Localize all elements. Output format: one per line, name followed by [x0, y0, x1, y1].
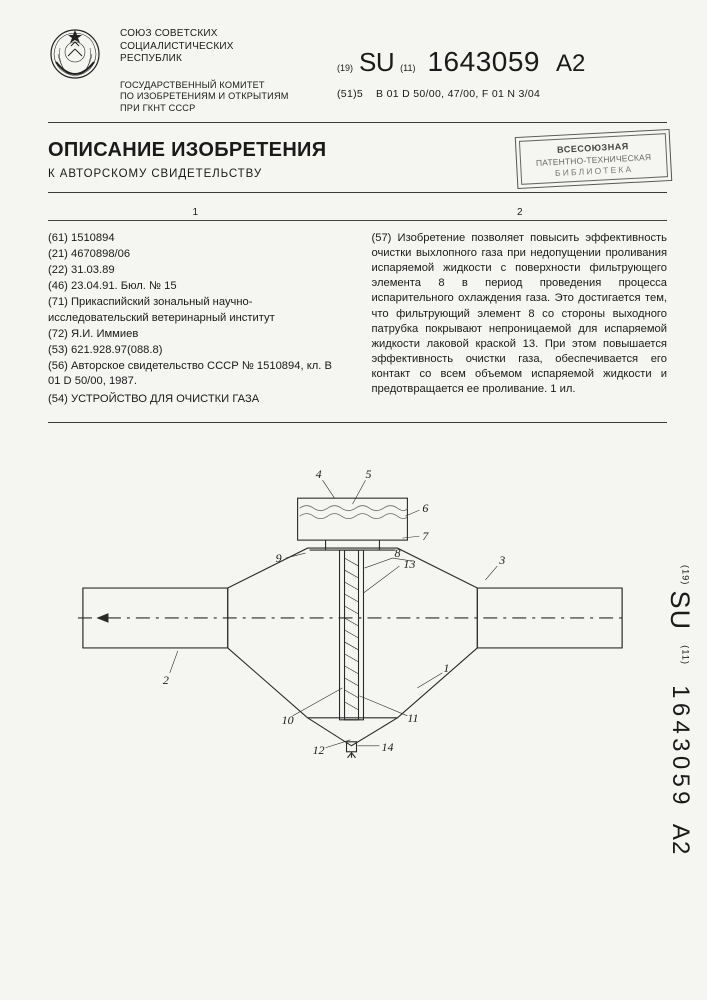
library-stamp: ВСЕСОЮЗНАЯ ПАТЕНТНО-ТЕХНИЧЕСКАЯ БИБЛИОТЕ…	[515, 129, 673, 189]
document-subtitle: К АВТОРСКОМУ СВИДЕТЕЛЬСТВУ	[48, 168, 326, 180]
column-2-abstract: (57) Изобретение позволяет повысить эффе…	[372, 231, 668, 408]
side-su: SU	[665, 590, 695, 630]
fig-label-5: 5	[365, 467, 371, 481]
field-53: (53) 621.928.97(088.8)	[48, 343, 344, 358]
issuer-l3: РЕСПУБЛИК	[120, 53, 289, 66]
field-56: (56) Авторское свидетельство СССР № 1510…	[48, 359, 344, 389]
figure: 1 2 3 4 5 6 7 8 9 10 11 12 13 14	[48, 458, 667, 758]
field-21: (21) 4670898/06	[48, 247, 344, 262]
fig-label-1: 1	[443, 661, 449, 675]
column-rule	[48, 220, 667, 221]
committee-l2: ПО ИЗОБРЕТЕНИЯМ И ОТКРЫТИЯМ	[120, 91, 289, 103]
side-num: 1643059	[667, 685, 694, 809]
fig-label-9: 9	[276, 551, 282, 565]
country-code: SU	[359, 47, 394, 78]
content-columns: (61) 1510894 (21) 4670898/06 (22) 31.03.…	[48, 231, 667, 408]
issuer-l1: СОЮЗ СОВЕТСКИХ	[120, 28, 289, 41]
column-numbers: 1 2	[48, 207, 667, 218]
fig-label-3: 3	[498, 553, 505, 567]
committee-l1: ГОСУДАРСТВЕННЫЙ КОМИТЕТ	[120, 80, 289, 92]
ussr-emblem-icon	[48, 28, 102, 88]
issuer-l2: СОЦИАЛИСТИЧЕСКИХ	[120, 41, 289, 54]
fig-label-13: 13	[403, 557, 415, 571]
field-71: (71) Прикаспийский зональный научно-иссл…	[48, 295, 344, 325]
document-numbers: (19) SU (11) 1643059 A2 (51)5 B 01 D 50/…	[337, 46, 667, 100]
fig-label-6: 6	[422, 501, 428, 515]
fig-label-2: 2	[163, 673, 169, 687]
abstract-divider	[48, 422, 667, 423]
document-title: ОПИСАНИЕ ИЗОБРЕТЕНИЯ	[48, 139, 326, 162]
side-ref-11: (11)	[681, 645, 691, 665]
col-num-1: 1	[48, 207, 343, 218]
col-num-2: 2	[373, 207, 668, 218]
field-46: (46) 23.04.91. Бюл. № 15	[48, 279, 344, 294]
field-61: (61) 1510894	[48, 231, 344, 246]
ref-51: (51)5	[337, 88, 363, 100]
fig-label-14: 14	[381, 740, 393, 754]
fig-label-11: 11	[407, 711, 418, 725]
side-a2: A2	[667, 824, 694, 856]
ref-11: (11)	[400, 63, 415, 73]
ref-19: (19)	[337, 63, 353, 73]
title-block: ОПИСАНИЕ ИЗОБРЕТЕНИЯ К АВТОРСКОМУ СВИДЕТ…	[48, 139, 667, 180]
ipc-classes: B 01 D 50/00, 47/00, F 01 N 3/04	[376, 88, 540, 100]
side-reference: (19) SU (11) 1643059 A2	[664, 500, 695, 920]
issuer-name: СОЮЗ СОВЕТСКИХ СОЦИАЛИСТИЧЕСКИХ РЕСПУБЛИ…	[120, 28, 289, 66]
field-54: (54) УСТРОЙСТВО ДЛЯ ОЧИСТКИ ГАЗА	[48, 392, 344, 407]
field-72: (72) Я.И. Иммиев	[48, 327, 344, 342]
side-ref-19: (19)	[681, 565, 691, 586]
column-1: (61) 1510894 (21) 4670898/06 (22) 31.03.…	[48, 231, 344, 408]
fig-label-10: 10	[282, 713, 294, 727]
fig-label-4: 4	[316, 467, 322, 481]
header-divider	[48, 122, 667, 123]
title-divider	[48, 192, 667, 193]
fig-label-12: 12	[313, 743, 325, 757]
fig-label-7: 7	[422, 529, 429, 543]
kind-code: A2	[556, 50, 585, 78]
field-22: (22) 31.03.89	[48, 263, 344, 278]
committee-l3: ПРИ ГКНТ СССР	[120, 103, 289, 115]
patent-number: 1643059	[427, 46, 540, 78]
committee-name: ГОСУДАРСТВЕННЫЙ КОМИТЕТ ПО ИЗОБРЕТЕНИЯМ …	[120, 80, 289, 115]
fig-label-8: 8	[394, 546, 400, 560]
